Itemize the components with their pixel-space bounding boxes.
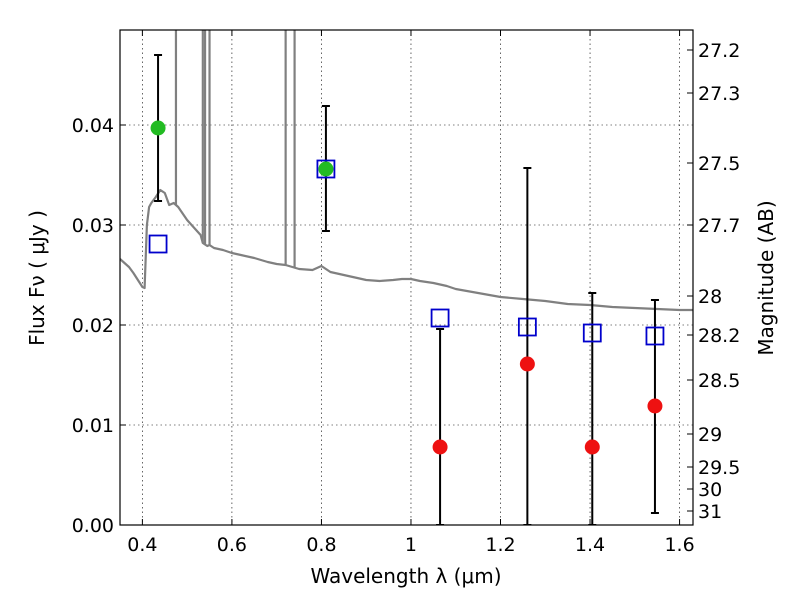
y-tick-label: 0.03 (72, 215, 114, 237)
model-spectrum-layer (120, 30, 693, 312)
model-point-square (148, 234, 168, 254)
points-layer (148, 120, 665, 455)
x-tick-label: 0.6 (217, 534, 247, 556)
y-axis-ticks: 0.00 0.01 0.02 0.03 0.04 (72, 115, 126, 537)
y-tick-label: 0.04 (72, 115, 114, 137)
x-tick-label: 0.4 (127, 534, 157, 556)
y-axis-title: Flux Fν ( μJy ) (25, 210, 49, 346)
x-tick-label: 1.4 (575, 534, 605, 556)
right-tick-label: 28.5 (698, 370, 740, 392)
right-tick-label: 27.3 (698, 83, 740, 105)
plot-frame (119, 29, 694, 526)
x-tick-label: 1 (405, 534, 417, 556)
non-detection-point (432, 439, 448, 455)
right-tick-label: 27.5 (698, 153, 740, 175)
model-point-square (430, 308, 450, 328)
grid-lines (120, 30, 693, 526)
right-tick-label: 29 (698, 424, 722, 446)
model-point-square (645, 326, 665, 346)
model-point-square (517, 317, 537, 337)
non-detection-point (647, 398, 663, 414)
x-tick-label: 0.8 (306, 534, 336, 556)
x-tick-label: 1.2 (485, 534, 515, 556)
x-tick-label: 1.6 (664, 534, 694, 556)
model-point-square (316, 159, 336, 179)
y-tick-label: 0.02 (72, 315, 114, 337)
right-tick-label: 27.7 (698, 215, 740, 237)
detection-point (150, 120, 166, 136)
model-point-square (582, 323, 602, 343)
y-tick-label: 0.00 (72, 515, 114, 537)
plot-area (120, 30, 693, 525)
right-tick-label: 27.2 (698, 40, 740, 62)
model-spectrum-line (120, 188, 693, 312)
x-axis-title: Wavelength λ (μm) (310, 564, 501, 588)
right-tick-label: 31 (698, 501, 722, 523)
right-tick-label: 28.2 (698, 325, 740, 347)
y-tick-label: 0.01 (72, 415, 114, 437)
detection-point (318, 161, 334, 177)
right-tick-label: 28 (698, 286, 722, 308)
non-detection-point (519, 356, 535, 372)
right-axis-title: Magnitude (AB) (754, 200, 778, 355)
right-tick-label: 30 (698, 479, 722, 501)
non-detection-point (584, 439, 600, 455)
right-tick-label: 29.5 (698, 457, 740, 479)
x-axis-ticks: 0.4 0.6 0.8 1 1.2 1.4 1.6 (127, 30, 695, 556)
